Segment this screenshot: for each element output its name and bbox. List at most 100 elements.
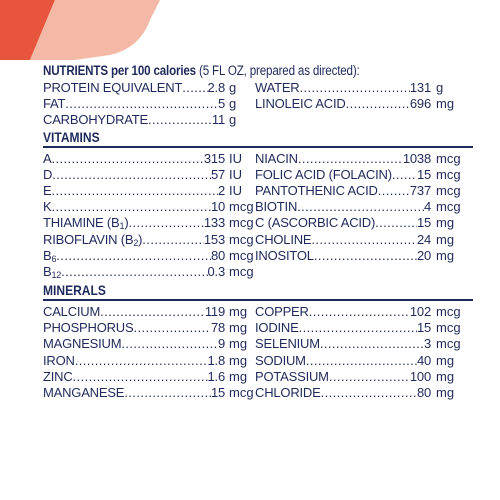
dot-leader [51,151,203,167]
nutrient-unit: mg [436,247,455,263]
dot-leader [320,336,424,352]
nutrient-name: PROTEIN EQUIVALENT [43,80,183,95]
nutrient-name: RIBOFLAVIN (B2) [43,231,143,248]
nutrient-value: 1.8 [207,352,225,368]
nutrient-value: 2 [217,182,225,198]
nutrient-unit: mg [436,352,455,368]
dot-leader [65,96,218,112]
nutrient-value: 131 [409,80,431,95]
nutrient-unit: g [229,80,237,95]
vitamins-heading: VITAMINS [43,128,100,145]
nutrient-unit: IU [229,166,242,182]
nutrient-row: IRON1.8mgSODIUM40mg [43,353,473,369]
dot-leader [51,183,217,199]
dot-leader [148,112,212,128]
nutrient-entry: LINOLEIC ACID 696 [255,96,431,112]
dot-leader [61,264,207,280]
dot-leader [321,385,417,401]
nutrient-unit: mg [436,368,455,384]
nutrient-entry: CHLORIDE 80 [255,385,431,401]
nutrient-name: E [43,182,52,198]
nutrient-entry: CHOLINE 24 [255,232,431,248]
nutrient-unit: g [436,80,444,95]
minerals-rule [43,299,473,302]
dot-leader [121,336,218,352]
nutrient-row: CARBOHYDRATE 11g [43,112,473,128]
nutrient-unit: mcg [229,385,254,400]
nutrient-entry: BIOTIN 4 [255,199,431,215]
dot-leader [306,353,417,369]
nutrient-unit: mcg [229,247,254,263]
nutrient-value: 5 [217,96,225,112]
nutrient-name: CHLORIDE [255,385,321,400]
nutrient-name: B12 [43,263,62,280]
dot-leader [124,385,211,401]
nutrient-value: 9 [217,336,225,352]
nutrient-entry: CARBOHYDRATE 11 [43,112,225,128]
dot-leader [346,96,410,112]
nutrients-title: NUTRIENTS per 100 calories (5 FL OZ, pre… [43,62,413,80]
nutrient-name: D [43,166,53,182]
nutrient-row: ZINC1.6mgPOTASSIUM100mg [43,369,473,385]
nutrient-name: SELENIUM [255,336,320,352]
nutrient-unit: mg [229,368,248,384]
nutrient-unit: mg [229,352,248,368]
nutrient-unit: mcg [436,320,461,336]
dot-leader [142,232,204,248]
nutrient-entry: K 10 [43,199,225,215]
nutrient-entry: C (ASCORBIC ACID) 15 [255,215,431,231]
nutrient-value: 3 [423,336,431,352]
nutrient-value: 15 [416,166,431,182]
nutrient-value: 15 [416,215,431,231]
nutrient-row: FAT 5g LINOLEIC ACID 696 mg [43,96,473,112]
nutrient-unit: mg [436,231,455,247]
nutrient-value: 15 [210,385,225,400]
nutrient-unit: g [229,112,237,128]
nutrient-subscript: 12 [51,269,62,280]
nutrient-name: IODINE [255,320,299,336]
nutrient-unit: mcg [436,304,461,320]
nutrient-unit: mcg [229,199,254,215]
nutrient-name: K [43,199,52,215]
nutrient-entry: A 315 [43,151,225,167]
nutrition-panel: NUTRIENTS per 100 calories (5 FL OZ, pre… [43,62,473,401]
nutrient-name: CALCIUM [43,304,101,320]
dot-leader [314,248,417,264]
nutrient-entry: B12 0.3 [43,264,225,280]
nutrient-value: 315 [203,150,225,166]
nutrient-name: BIOTIN [255,199,298,215]
nutrient-unit: mcg [229,231,254,247]
nutrient-name: WATER [255,80,300,95]
dot-leader [100,304,205,320]
nutrient-value: 20 [416,247,431,263]
nutrient-entry: D 57 [43,167,225,183]
nutrient-entry: PROTEIN EQUIVALENT 2.8 [43,80,225,96]
nutrient-name: IRON [43,352,75,368]
nutrient-entry: POTASSIUM 100 [255,369,431,385]
nutrient-row: E2IUPANTOTHENIC ACID737mcg [43,183,473,199]
nutrient-entry: ZINC 1.6 [43,369,225,385]
nutrient-entry: CALCIUM 119 [43,304,225,320]
nutrient-unit: mcg [229,263,254,279]
nutrient-name: INOSITOL [255,247,314,263]
dot-leader [392,167,417,183]
nutrient-name: NIACIN [255,150,298,166]
nutrient-value: 80 [210,247,225,263]
decorative-corner-shapes [0,0,160,60]
nutrient-entry: SELENIUM 3 [255,336,431,352]
nutrient-value: 1038 [402,150,431,166]
nutrient-unit: mcg [436,150,461,166]
nutrient-value: 57 [210,166,225,182]
nutrient-entry: FAT 5 [43,96,225,112]
nutrient-entry: MANGANESE 15 [43,385,225,401]
nutrient-row: PROTEIN EQUIVALENT 2.8 g WATER 131 g [43,80,473,96]
nutrient-value: 24 [416,231,431,247]
dot-leader [329,369,410,385]
dot-leader [299,320,417,336]
